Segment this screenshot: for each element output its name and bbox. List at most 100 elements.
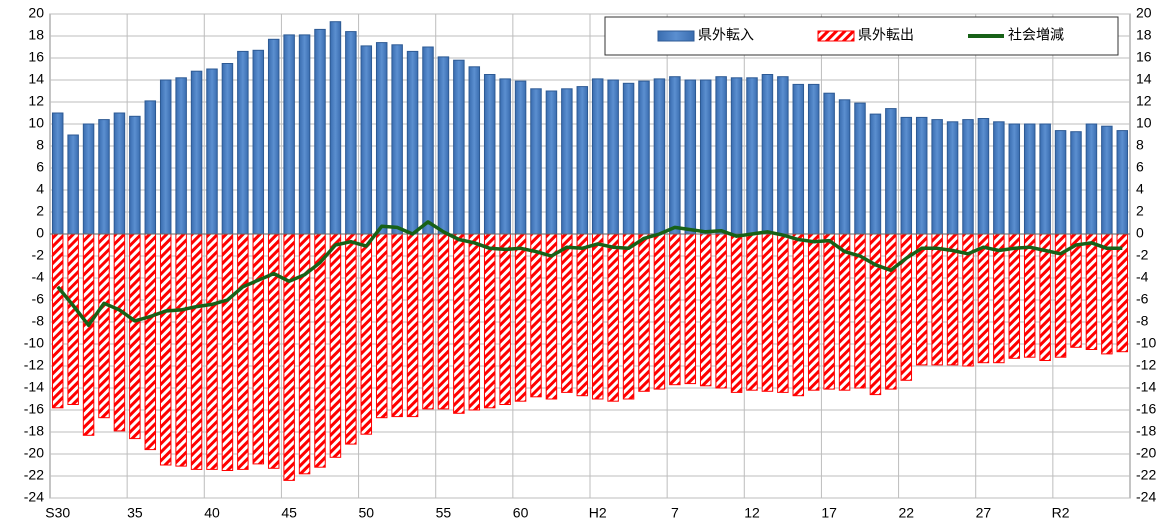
y2-tick-label: -6 — [1136, 291, 1149, 307]
y-tick-label: -10 — [24, 335, 44, 351]
x-tick-label: 40 — [204, 505, 220, 521]
bar — [1085, 123, 1098, 235]
bar — [561, 88, 573, 235]
bar — [1085, 233, 1098, 350]
bar — [67, 134, 79, 235]
bar — [591, 233, 604, 400]
x-tick-label: 22 — [898, 505, 914, 521]
bar — [1054, 130, 1067, 235]
y2-tick-label: -16 — [1136, 401, 1156, 417]
bar — [345, 233, 357, 445]
bar — [854, 102, 866, 235]
bar — [1101, 233, 1113, 355]
y-tick-label: -22 — [24, 467, 44, 483]
y2-tick-label: -4 — [1136, 269, 1149, 285]
bar — [684, 233, 697, 385]
bar — [190, 233, 203, 470]
bar — [175, 233, 187, 467]
bar — [468, 66, 481, 235]
bar — [669, 76, 681, 235]
y-tick-label: 4 — [36, 181, 44, 197]
bar — [653, 78, 666, 235]
bar — [499, 78, 511, 235]
y-tick-label: -24 — [24, 489, 44, 505]
bar — [51, 112, 64, 235]
bar — [329, 21, 342, 235]
bar — [375, 42, 388, 235]
bar — [807, 83, 820, 235]
y-tick-label: 18 — [28, 27, 44, 43]
bar — [129, 233, 141, 440]
bar — [746, 233, 758, 391]
bar — [514, 233, 527, 402]
bar — [993, 121, 1005, 235]
y-tick-label: -12 — [24, 357, 44, 373]
bar — [622, 82, 635, 235]
line-series — [56, 220, 1123, 328]
y-tick-label: 6 — [36, 159, 44, 175]
bar — [838, 99, 851, 235]
bar — [792, 233, 805, 397]
bar — [746, 77, 758, 235]
bar — [221, 63, 234, 235]
bar — [159, 79, 172, 235]
bar — [1116, 233, 1129, 353]
y2-tick-label: -14 — [1136, 379, 1156, 395]
bar — [761, 233, 774, 392]
bar — [514, 80, 527, 235]
y-tick-label: -4 — [32, 269, 45, 285]
bar — [190, 70, 203, 235]
y-tick-label: -6 — [32, 291, 45, 307]
x-tick-label: 27 — [976, 505, 992, 521]
x-tick-label: 45 — [281, 505, 297, 521]
bar — [175, 77, 187, 235]
y2-tick-label: -22 — [1136, 467, 1156, 483]
bar — [1101, 125, 1113, 235]
y-tick-label: 8 — [36, 137, 44, 153]
bar — [1023, 233, 1036, 358]
bar — [98, 233, 110, 419]
bar — [437, 233, 450, 410]
bar — [314, 233, 326, 468]
y2-tick-label: 10 — [1136, 115, 1152, 131]
y2-tick-label: -24 — [1136, 489, 1156, 505]
y2-tick-label: -20 — [1136, 445, 1156, 461]
bar — [653, 233, 666, 390]
bar — [622, 233, 635, 400]
bar — [314, 28, 326, 235]
bar — [730, 233, 743, 393]
bar — [144, 233, 157, 451]
bar — [869, 113, 882, 235]
bar — [422, 233, 434, 410]
bar — [931, 119, 943, 235]
legend-swatch — [817, 30, 855, 42]
y2-tick-label: 16 — [1136, 49, 1152, 65]
bar — [962, 119, 974, 235]
x-tick-label: 60 — [513, 505, 529, 521]
bar — [1039, 123, 1051, 235]
bar — [699, 79, 712, 235]
y2-tick-label: -8 — [1136, 313, 1149, 329]
x-tick-label: 35 — [127, 505, 143, 521]
bar — [267, 38, 280, 235]
bar — [159, 233, 172, 466]
y-tick-label: 0 — [36, 225, 44, 241]
bar — [777, 233, 789, 393]
bar — [993, 233, 1005, 364]
bar — [838, 233, 851, 391]
y2-tick-label: -18 — [1136, 423, 1156, 439]
y-tick-label: 12 — [28, 93, 44, 109]
y-tick-label: -2 — [32, 247, 45, 263]
bar — [607, 233, 619, 402]
x-tick-label: 50 — [358, 505, 374, 521]
bar — [221, 233, 234, 471]
bar — [329, 233, 342, 458]
bar — [607, 79, 619, 235]
bar — [252, 49, 265, 235]
bar — [530, 88, 542, 235]
bar — [483, 74, 496, 235]
bar — [422, 46, 434, 235]
bar — [437, 56, 450, 235]
y-tick-label: -16 — [24, 401, 44, 417]
y2-tick-label: 2 — [1136, 203, 1144, 219]
